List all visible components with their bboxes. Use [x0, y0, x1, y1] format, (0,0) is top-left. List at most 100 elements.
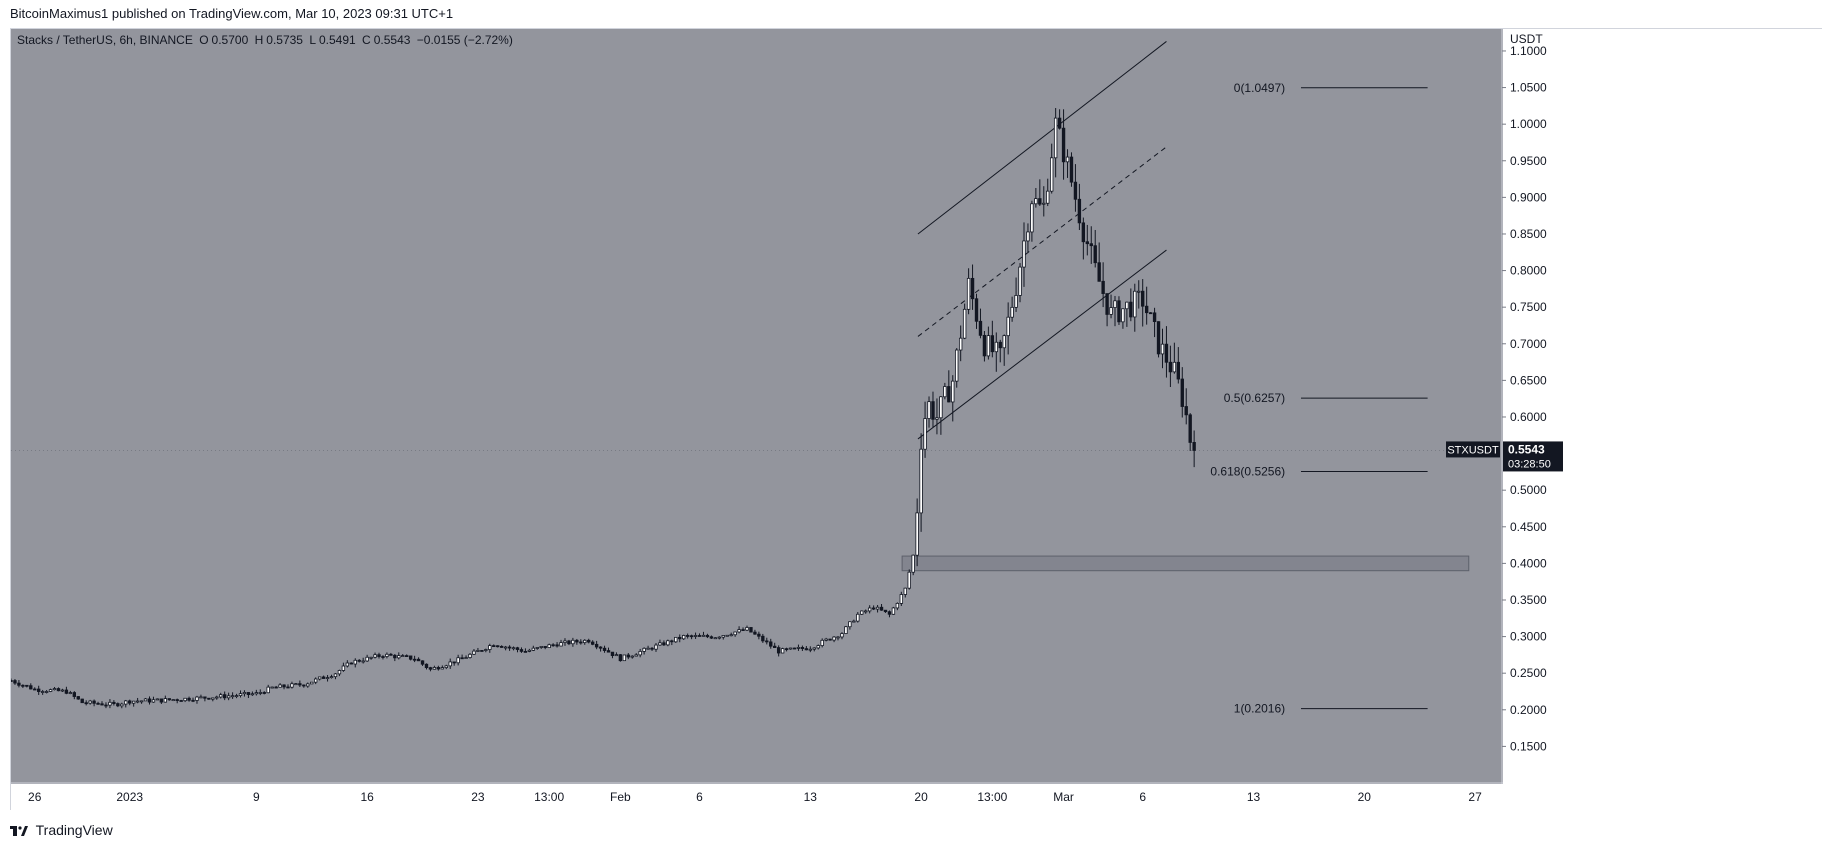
candle-body	[1101, 280, 1105, 294]
candle-body	[1077, 198, 1082, 224]
tradingview-logo-icon[interactable]	[10, 816, 28, 846]
candle-body	[527, 649, 532, 652]
candle-body	[685, 635, 690, 637]
candle-body	[765, 640, 769, 643]
candle-body	[68, 692, 73, 694]
candle-body	[737, 629, 741, 633]
candle-body	[56, 688, 61, 692]
candle-body	[460, 657, 464, 660]
candle-body	[199, 696, 203, 699]
x-tick-label: 13	[1247, 790, 1261, 804]
candle-body	[270, 686, 274, 689]
candle-body	[29, 685, 33, 690]
candle-body	[357, 659, 361, 662]
candle-body	[1113, 300, 1117, 308]
x-tick-label: 6	[1139, 790, 1146, 804]
candle-body	[401, 655, 405, 657]
candle-body	[966, 277, 971, 310]
candle-body	[840, 633, 844, 638]
candle-body	[408, 655, 413, 660]
candle-body	[317, 676, 322, 680]
x-tick-label: Mar	[1053, 790, 1074, 804]
open-value: 0.5700	[211, 33, 249, 47]
candle-body	[816, 645, 820, 649]
candle-body	[579, 641, 583, 644]
candle-body	[492, 645, 496, 647]
candle-body	[333, 673, 338, 678]
candle-body	[52, 688, 57, 691]
candle-body	[638, 651, 642, 656]
candle-body	[163, 698, 168, 703]
candle-body	[1109, 307, 1113, 315]
candle-body	[337, 670, 342, 675]
candle-body	[40, 691, 45, 693]
y-tick-label: 0.1500	[1510, 739, 1547, 753]
candle-body	[951, 380, 955, 403]
candle-body	[776, 647, 781, 654]
chart-pane[interactable]: USDT 1.1000 1.0500 1.0000 0.9500 0.9000 0.8500…	[10, 28, 1823, 811]
candle-body	[507, 646, 512, 649]
candle-body	[1050, 157, 1054, 192]
candle-body	[1156, 321, 1161, 355]
candle-body	[1176, 361, 1181, 380]
candle-body	[306, 683, 310, 687]
x-tick-label: 2023	[116, 790, 143, 804]
candle-body	[96, 702, 100, 705]
candle-body	[618, 654, 623, 662]
candle-body	[72, 692, 76, 697]
candle-body	[314, 678, 318, 683]
y-tick-label: 0.8500	[1510, 227, 1547, 241]
candle-body	[159, 698, 164, 703]
y-tick-label: 0.3500	[1510, 593, 1547, 607]
candle-body	[511, 647, 516, 650]
candle-body	[1117, 300, 1121, 323]
candle-body	[867, 607, 872, 612]
candle-body	[804, 648, 809, 651]
candle-body	[543, 646, 547, 649]
candle-body	[1144, 305, 1149, 314]
candle-body	[606, 650, 611, 653]
y-tick-label: 0.6500	[1510, 373, 1547, 387]
y-tick-label: 0.4000	[1510, 556, 1547, 570]
candle-body	[286, 686, 290, 689]
candle-body	[784, 648, 789, 651]
candle-body	[666, 640, 670, 646]
low-label: L	[309, 33, 316, 47]
candle-body	[60, 689, 65, 692]
candle-body	[539, 646, 543, 648]
candle-body	[713, 637, 718, 640]
candle-body	[674, 636, 678, 643]
candle-body	[278, 684, 282, 688]
candle-body	[242, 692, 247, 695]
candle-body	[1152, 312, 1157, 323]
candle-body	[820, 639, 824, 646]
candle-body	[796, 647, 801, 649]
candle-body	[919, 448, 923, 514]
candle-body	[76, 696, 80, 700]
candle-body	[1081, 222, 1086, 243]
candle-body	[800, 647, 805, 650]
channel-lower-line	[917, 249, 1167, 440]
candle-body	[219, 694, 223, 698]
footer-brand[interactable]: TradingView	[35, 822, 113, 838]
candle-body	[266, 686, 270, 694]
candle-body	[100, 703, 104, 706]
high-value: 0.5735	[266, 33, 303, 47]
candle-body	[559, 642, 563, 647]
candle-body	[183, 697, 187, 702]
candle-body	[341, 665, 346, 671]
candle-body	[915, 512, 919, 556]
candle-body	[325, 677, 330, 679]
candle-body	[610, 651, 615, 656]
candle-body	[112, 701, 116, 704]
candle-body	[978, 320, 983, 336]
candle-body	[187, 697, 191, 701]
candle-body	[310, 681, 314, 685]
x-tick-label: 23	[471, 790, 485, 804]
candle-body	[551, 644, 555, 647]
candle-body	[990, 335, 995, 353]
candle-body	[167, 698, 171, 701]
candle-body	[131, 700, 136, 704]
candle-body	[448, 661, 452, 667]
